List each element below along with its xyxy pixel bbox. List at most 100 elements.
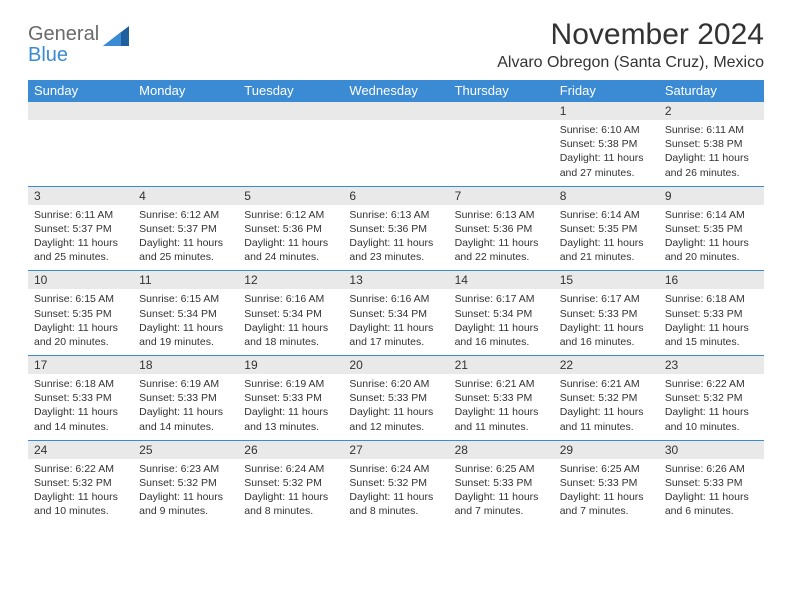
sunset-text: Sunset: 5:34 PM bbox=[455, 307, 548, 321]
daylight-text: and 27 minutes. bbox=[560, 166, 653, 180]
day-header: Sunday bbox=[28, 80, 133, 102]
month-title: November 2024 bbox=[497, 18, 764, 52]
header: General Blue November 2024 Alvaro Obrego… bbox=[28, 18, 764, 72]
date-number-cell: 11 bbox=[133, 271, 238, 290]
sunrise-text: Sunrise: 6:21 AM bbox=[455, 377, 548, 391]
date-number-cell: 29 bbox=[554, 440, 659, 459]
date-number-cell: 7 bbox=[449, 186, 554, 205]
date-number-cell: 30 bbox=[659, 440, 764, 459]
date-body-cell: Sunrise: 6:24 AMSunset: 5:32 PMDaylight:… bbox=[343, 459, 448, 525]
logo-triangle-icon bbox=[103, 26, 129, 46]
date-number-cell: 14 bbox=[449, 271, 554, 290]
daylight-text: Daylight: 11 hours bbox=[349, 321, 442, 335]
daylight-text: and 25 minutes. bbox=[34, 250, 127, 264]
day-header: Friday bbox=[554, 80, 659, 102]
sunrise-text: Sunrise: 6:17 AM bbox=[455, 292, 548, 306]
date-number-cell: 20 bbox=[343, 356, 448, 375]
daylight-text: Daylight: 11 hours bbox=[665, 321, 758, 335]
date-body-cell: Sunrise: 6:14 AMSunset: 5:35 PMDaylight:… bbox=[659, 205, 764, 271]
day-header: Tuesday bbox=[238, 80, 343, 102]
daylight-text: and 12 minutes. bbox=[349, 420, 442, 434]
sunrise-text: Sunrise: 6:25 AM bbox=[455, 462, 548, 476]
daylight-text: and 7 minutes. bbox=[560, 504, 653, 518]
daylight-text: and 14 minutes. bbox=[34, 420, 127, 434]
date-number-row: 10111213141516 bbox=[28, 271, 764, 290]
daylight-text: and 16 minutes. bbox=[455, 335, 548, 349]
date-number-cell: 6 bbox=[343, 186, 448, 205]
sunset-text: Sunset: 5:33 PM bbox=[139, 391, 232, 405]
daylight-text: and 21 minutes. bbox=[560, 250, 653, 264]
date-number-cell: 23 bbox=[659, 356, 764, 375]
daylight-text: Daylight: 11 hours bbox=[455, 490, 548, 504]
daylight-text: Daylight: 11 hours bbox=[34, 236, 127, 250]
sunset-text: Sunset: 5:38 PM bbox=[560, 137, 653, 151]
daylight-text: Daylight: 11 hours bbox=[665, 490, 758, 504]
daylight-text: and 16 minutes. bbox=[560, 335, 653, 349]
daylight-text: Daylight: 11 hours bbox=[455, 405, 548, 419]
daylight-text: Daylight: 11 hours bbox=[34, 490, 127, 504]
daylight-text: Daylight: 11 hours bbox=[139, 405, 232, 419]
date-number-row: 17181920212223 bbox=[28, 356, 764, 375]
daylight-text: and 7 minutes. bbox=[455, 504, 548, 518]
date-number-row: 3456789 bbox=[28, 186, 764, 205]
date-body-cell: Sunrise: 6:26 AMSunset: 5:33 PMDaylight:… bbox=[659, 459, 764, 525]
date-number-cell: 9 bbox=[659, 186, 764, 205]
date-number-row: 12 bbox=[28, 102, 764, 121]
sunrise-text: Sunrise: 6:16 AM bbox=[349, 292, 442, 306]
daylight-text: Daylight: 11 hours bbox=[665, 236, 758, 250]
sunrise-text: Sunrise: 6:16 AM bbox=[244, 292, 337, 306]
date-body-cell: Sunrise: 6:17 AMSunset: 5:33 PMDaylight:… bbox=[554, 289, 659, 355]
daylight-text: Daylight: 11 hours bbox=[455, 321, 548, 335]
daylight-text: and 20 minutes. bbox=[665, 250, 758, 264]
date-body-cell: Sunrise: 6:23 AMSunset: 5:32 PMDaylight:… bbox=[133, 459, 238, 525]
date-body-cell: Sunrise: 6:11 AMSunset: 5:37 PMDaylight:… bbox=[28, 205, 133, 271]
calendar-body: 12 Sunrise: 6:10 AMSunset: 5:38 PM Dayligh… bbox=[28, 102, 764, 525]
daylight-text: Daylight: 11 hours bbox=[139, 236, 232, 250]
daylight-text: and 14 minutes. bbox=[139, 420, 232, 434]
daylight-text: and 26 minutes. bbox=[665, 166, 758, 180]
sunset-text: Sunset: 5:33 PM bbox=[455, 476, 548, 490]
date-number-cell bbox=[343, 102, 448, 121]
sunset-text: Sunset: 5:33 PM bbox=[244, 391, 337, 405]
date-body-row: Sunrise: 6:15 AMSunset: 5:35 PMDaylight:… bbox=[28, 289, 764, 355]
daylight-text: and 15 minutes. bbox=[665, 335, 758, 349]
sunrise-text: Sunrise: 6:14 AM bbox=[560, 208, 653, 222]
sunset-text: Sunset: 5:32 PM bbox=[34, 476, 127, 490]
date-body-cell bbox=[28, 120, 133, 186]
sunrise-text: Sunrise: 6:19 AM bbox=[244, 377, 337, 391]
date-body-row: Sunrise: 6:18 AMSunset: 5:33 PMDaylight:… bbox=[28, 374, 764, 440]
date-body-cell: Sunrise: 6:24 AMSunset: 5:32 PMDaylight:… bbox=[238, 459, 343, 525]
sunrise-text: Sunrise: 6:13 AM bbox=[455, 208, 548, 222]
calendar-table: Sunday Monday Tuesday Wednesday Thursday… bbox=[28, 80, 764, 525]
date-number-cell: 8 bbox=[554, 186, 659, 205]
sunrise-text: Sunrise: 6:20 AM bbox=[349, 377, 442, 391]
logo-text: General Blue bbox=[28, 24, 99, 66]
sunset-text: Sunset: 5:33 PM bbox=[665, 307, 758, 321]
daylight-text: and 10 minutes. bbox=[665, 420, 758, 434]
sunrise-text: Sunrise: 6:24 AM bbox=[349, 462, 442, 476]
daylight-text: and 25 minutes. bbox=[139, 250, 232, 264]
date-number-cell: 24 bbox=[28, 440, 133, 459]
daylight-text: and 20 minutes. bbox=[34, 335, 127, 349]
sunset-text: Sunset: 5:35 PM bbox=[34, 307, 127, 321]
daylight-text: and 10 minutes. bbox=[34, 504, 127, 518]
date-body-row: Sunrise: 6:22 AMSunset: 5:32 PMDaylight:… bbox=[28, 459, 764, 525]
date-number-cell: 3 bbox=[28, 186, 133, 205]
sunrise-text: Sunrise: 6:11 AM bbox=[34, 208, 127, 222]
daylight-text: and 8 minutes. bbox=[349, 504, 442, 518]
sunrise-text: Sunrise: 6:18 AM bbox=[665, 292, 758, 306]
sunset-text: Sunset: 5:36 PM bbox=[349, 222, 442, 236]
daylight-text: and 11 minutes. bbox=[560, 420, 653, 434]
daylight-text: Daylight: 11 hours bbox=[560, 321, 653, 335]
date-body-cell: Sunrise: 6:22 AMSunset: 5:32 PMDaylight:… bbox=[659, 374, 764, 440]
sunset-text: Sunset: 5:32 PM bbox=[665, 391, 758, 405]
date-number-cell: 19 bbox=[238, 356, 343, 375]
date-body-cell: Sunrise: 6:16 AMSunset: 5:34 PMDaylight:… bbox=[238, 289, 343, 355]
sunrise-text: Sunrise: 6:25 AM bbox=[560, 462, 653, 476]
daylight-text: and 23 minutes. bbox=[349, 250, 442, 264]
daylight-text: Daylight: 11 hours bbox=[34, 321, 127, 335]
date-body-cell bbox=[343, 120, 448, 186]
daylight-text: and 13 minutes. bbox=[244, 420, 337, 434]
sunrise-text: Sunrise: 6:10 AM bbox=[560, 123, 653, 137]
date-body-cell: Sunrise: 6:17 AMSunset: 5:34 PMDaylight:… bbox=[449, 289, 554, 355]
